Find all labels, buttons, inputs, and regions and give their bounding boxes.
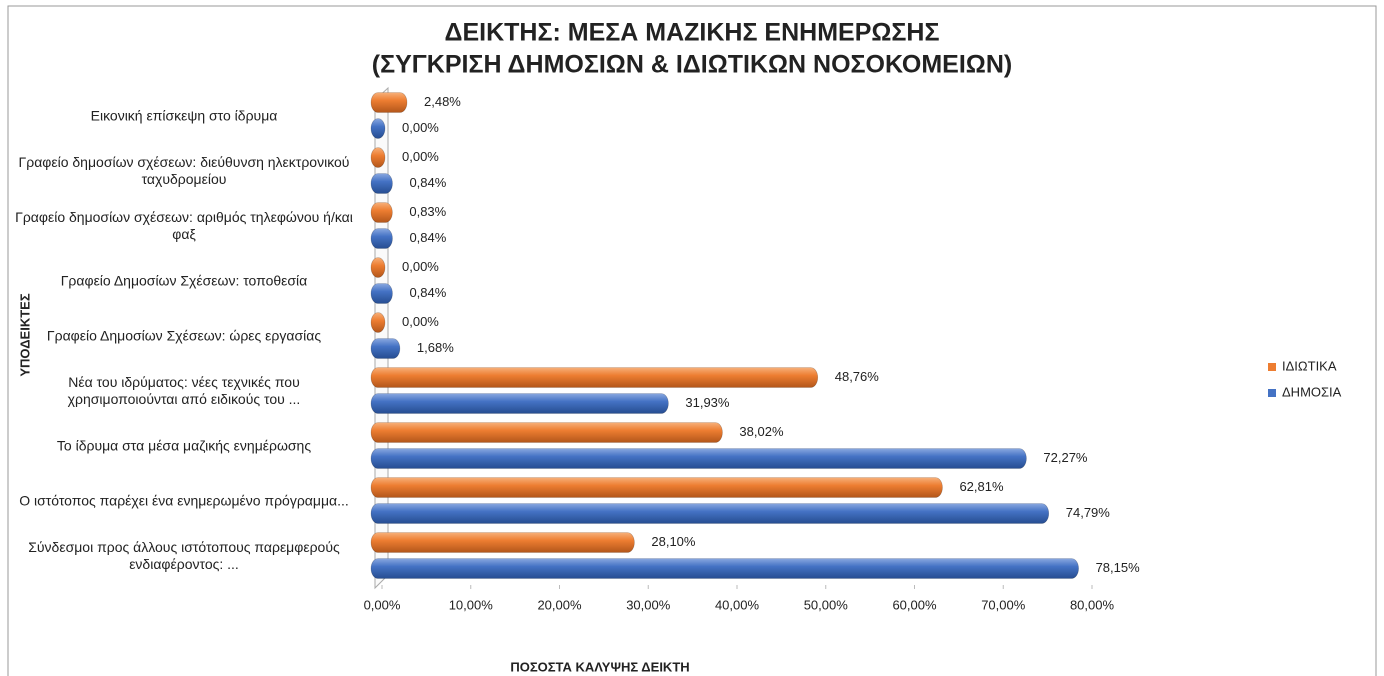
bar <box>370 202 393 223</box>
value-label: 31,93% <box>685 395 730 410</box>
value-label: 0,84% <box>409 175 446 190</box>
value-label: 0,84% <box>409 230 446 245</box>
value-label: 62,81% <box>959 479 1004 494</box>
chart-subtitle: (ΣΥΓΚΡΙΣΗ ΔΗΜΟΣΙΩΝ & ΙΔΙΩΤΙΚΩΝ ΝΟΣΟΚΟΜΕΙ… <box>372 51 1012 79</box>
x-tick-label: 30,00% <box>626 597 671 612</box>
value-label: 1,68% <box>417 340 454 355</box>
y-tick-label: Γραφείο Δημοσίων Σχέσεων: ώρες εργασίας <box>46 327 322 343</box>
x-tick-label: 20,00% <box>537 597 582 612</box>
bar <box>370 312 386 333</box>
value-label: 0,83% <box>409 204 446 219</box>
bar <box>370 477 943 498</box>
legend-label: ΙΔΙΩΤΙΚΑ <box>1282 358 1337 373</box>
value-label: 0,00% <box>402 314 439 329</box>
bar <box>370 228 393 249</box>
value-label: 38,02% <box>739 424 784 439</box>
x-tick-label: 0,00% <box>364 597 401 612</box>
y-tick-label: Ο ιστότοπος παρέχει ένα ενημερωμένο πρόγ… <box>19 492 349 508</box>
bar <box>370 173 393 194</box>
bar <box>370 257 386 278</box>
chart-title: ΔΕΙΚΤΗΣ: ΜΕΣΑ ΜΑΖΙΚΗΣ ΕΝΗΜΕΡΩΣΗΣ <box>445 19 940 47</box>
x-tick-label: 70,00% <box>981 597 1026 612</box>
y-tick-label: Σύνδεσμοι προς άλλους ιστότοπους παρεμφε… <box>28 538 340 572</box>
x-tick-label: 60,00% <box>892 597 937 612</box>
bar <box>370 503 1050 524</box>
value-label: 74,79% <box>1066 505 1111 520</box>
x-tick-label: 50,00% <box>804 597 849 612</box>
value-label: 28,10% <box>651 534 696 549</box>
y-tick-label: Νέα του ιδρύματος: νέες τεχνικές που χρη… <box>67 373 301 407</box>
y-tick-label: Το ίδρυμα στα μέσα μαζικής ενημέρωσης <box>56 437 312 453</box>
x-tick-label: 10,00% <box>449 597 494 612</box>
value-label: 0,00% <box>402 120 439 135</box>
bar <box>370 448 1027 469</box>
legend-swatch <box>1268 389 1276 397</box>
y-tick-label: Γραφείο δημοσίων σχέσεων: αριθμός τηλεφώ… <box>15 208 353 242</box>
frame <box>7 5 1377 676</box>
x-tick-label: 80,00% <box>1070 597 1115 612</box>
bar <box>370 367 819 388</box>
y-tick-label: Εικονική επίσκεψη στο ίδρυμα <box>90 107 278 123</box>
value-label: 48,76% <box>835 369 880 384</box>
bar <box>370 393 669 414</box>
y-axis-label: ΥΠΟΔΕΙΚΤΕΣ <box>17 293 32 376</box>
value-label: 0,84% <box>409 285 446 300</box>
value-label: 2,48% <box>424 94 461 109</box>
bar <box>370 422 723 443</box>
y-tick-label: Γραφείο Δημοσίων Σχέσεων: τοποθεσία <box>60 272 308 288</box>
x-axis-label: ΠΟΣΟΣΤΑ ΚΑΛΥΨΗΣ ΔΕΙΚΤΗ <box>510 659 689 674</box>
x-tick-label: 40,00% <box>715 597 760 612</box>
value-label: 78,15% <box>1096 560 1141 575</box>
value-label: 0,00% <box>402 259 439 274</box>
y-tick-label: Γραφείο δημοσίων σχέσεων: διεύθυνση ηλεκ… <box>18 153 350 187</box>
bar <box>370 558 1079 579</box>
bar <box>370 283 393 304</box>
value-label: 72,27% <box>1043 450 1088 465</box>
bar <box>370 532 635 553</box>
bar <box>370 147 386 168</box>
legend-swatch <box>1268 363 1276 371</box>
value-label: 0,00% <box>402 149 439 164</box>
bar <box>370 118 386 139</box>
bar <box>370 338 401 359</box>
legend-label: ΔΗΜΟΣΙΑ <box>1282 384 1342 399</box>
bar <box>370 92 408 113</box>
